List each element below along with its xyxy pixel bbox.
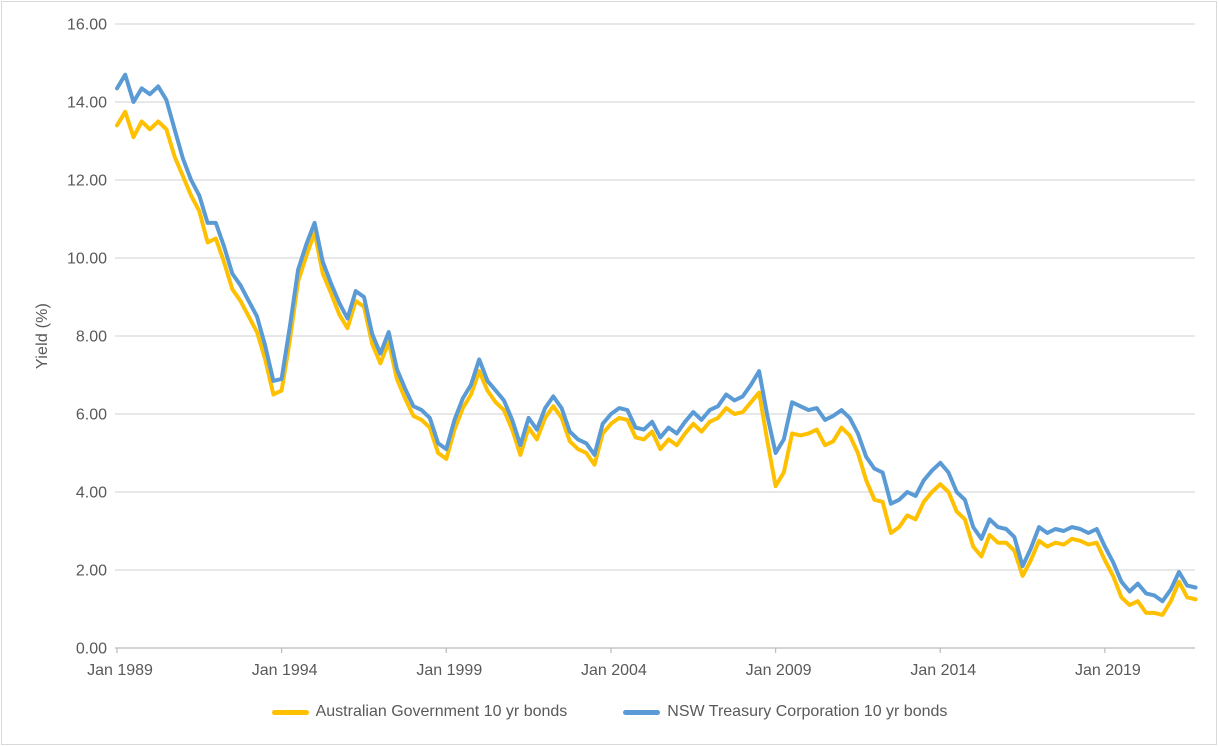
y-tick-label: 8.00 xyxy=(76,329,107,346)
y-axis-title: Yield (%) xyxy=(34,302,51,370)
x-tick-label: Jan 2019 xyxy=(1075,662,1141,679)
x-tick-label: Jan 2004 xyxy=(581,662,647,679)
y-tick-label: 16.00 xyxy=(67,17,107,34)
legend-item-nsw-treasury: NSW Treasury Corporation 10 yr bonds xyxy=(623,703,947,721)
x-tick-label: Jan 1989 xyxy=(87,662,153,679)
legend-item-australian-government: Australian Government 10 yr bonds xyxy=(271,703,568,721)
x-tick-label: Jan 1999 xyxy=(416,662,482,679)
legend-swatch-blue-line xyxy=(623,709,661,715)
series-line-1 xyxy=(115,72,1198,604)
x-tick-label: Jan 1994 xyxy=(252,662,318,679)
legend-swatch-yellow-line xyxy=(271,709,309,715)
legend-label-nsw-treasury: NSW Treasury Corporation 10 yr bonds xyxy=(667,703,948,720)
y-tick-label: 12.00 xyxy=(67,173,107,190)
y-tick-label: 14.00 xyxy=(67,95,107,112)
x-tick-label: Jan 2009 xyxy=(746,662,812,679)
y-tick-label: 10.00 xyxy=(67,251,107,268)
x-tick-label: Jan 2014 xyxy=(910,662,976,679)
y-tick-label: 2.00 xyxy=(76,563,107,580)
y-tick-label: 0.00 xyxy=(76,641,107,658)
legend-label-australian-government: Australian Government 10 yr bonds xyxy=(315,703,568,720)
y-tick-label: 4.00 xyxy=(76,485,107,502)
legend: Australian Government 10 yr bonds NSW Tr… xyxy=(0,703,1219,721)
y-tick-label: 6.00 xyxy=(76,407,107,424)
